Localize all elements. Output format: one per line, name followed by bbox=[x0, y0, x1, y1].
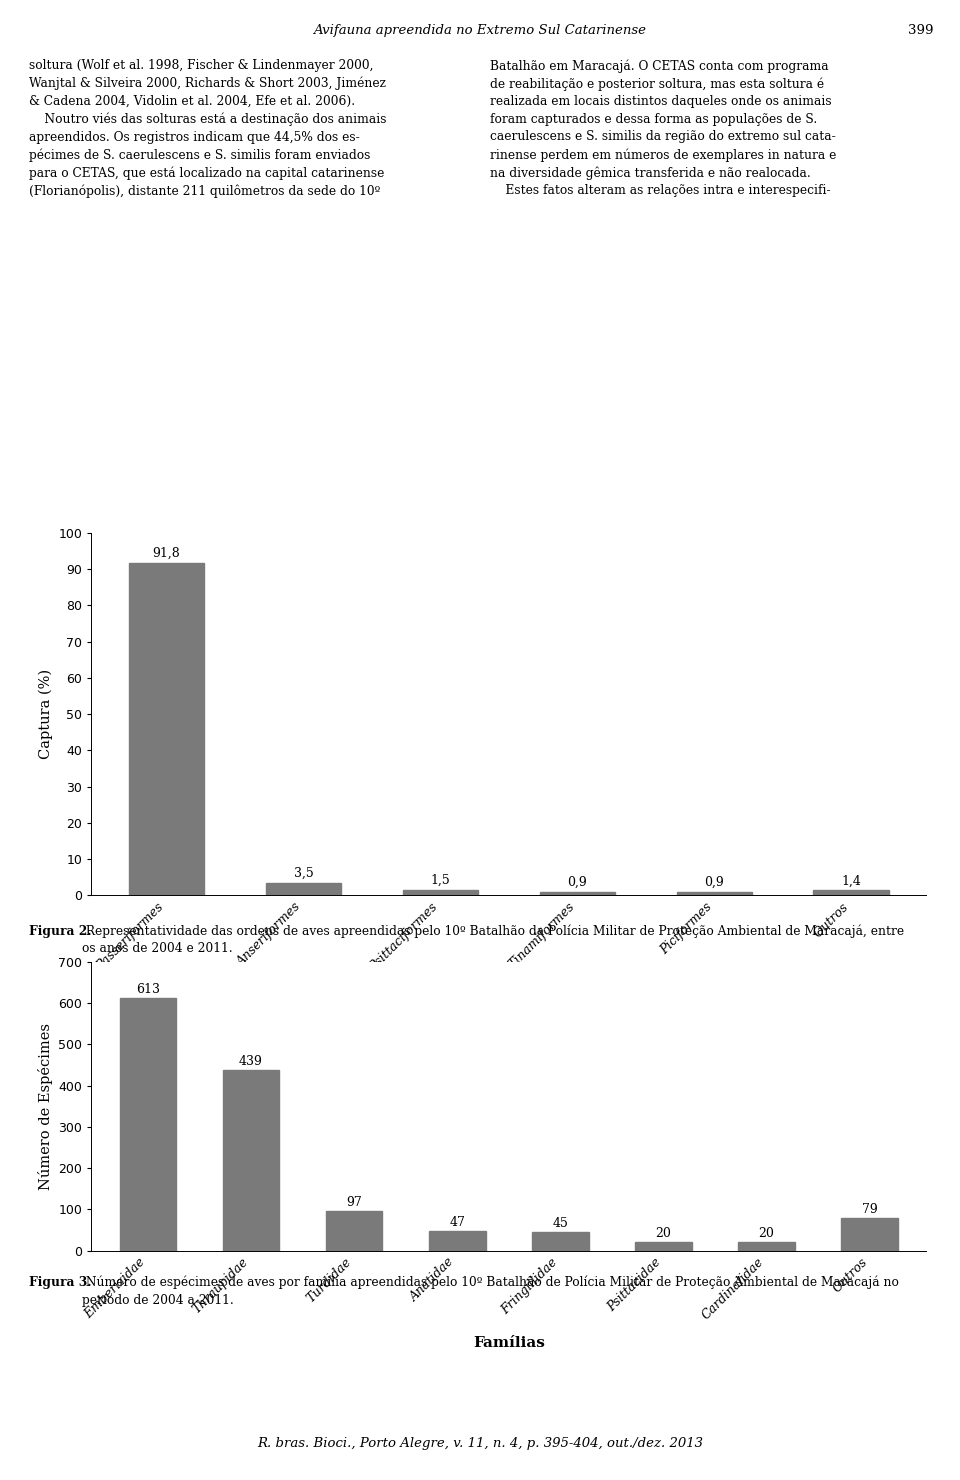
Text: 0,9: 0,9 bbox=[567, 876, 588, 889]
Text: 97: 97 bbox=[347, 1196, 362, 1209]
Bar bbox=[677, 892, 752, 895]
Text: R. bras. Bioci., Porto Alegre, v. 11, n. 4, p. 395-404, out./dez. 2013: R. bras. Bioci., Porto Alegre, v. 11, n.… bbox=[257, 1437, 703, 1450]
Text: Figura 3.: Figura 3. bbox=[29, 1276, 91, 1289]
X-axis label: Ordens: Ordens bbox=[478, 987, 540, 1002]
Bar bbox=[266, 882, 341, 895]
Bar bbox=[841, 1218, 898, 1251]
Text: 20: 20 bbox=[656, 1227, 671, 1240]
Bar bbox=[402, 889, 478, 895]
Bar bbox=[120, 998, 177, 1251]
Bar bbox=[540, 892, 615, 895]
Bar bbox=[223, 1070, 279, 1251]
Bar bbox=[738, 1242, 795, 1251]
Text: 91,8: 91,8 bbox=[153, 546, 180, 559]
Text: soltura (Wolf et al. 1998, Fischer & Lindenmayer 2000,
Wanjtal & Silveira 2000, : soltura (Wolf et al. 1998, Fischer & Lin… bbox=[29, 59, 386, 198]
Text: 47: 47 bbox=[449, 1217, 466, 1230]
Bar bbox=[636, 1242, 692, 1251]
Text: Batalhão em Maracajá. O CETAS conta com programa
de reabilitação e posterior sol: Batalhão em Maracajá. O CETAS conta com … bbox=[490, 59, 836, 197]
Text: Avifauna apreendida no Extremo Sul Catarinense: Avifauna apreendida no Extremo Sul Catar… bbox=[314, 24, 646, 37]
X-axis label: Famílias: Famílias bbox=[473, 1336, 544, 1350]
Bar bbox=[429, 1231, 486, 1251]
Bar bbox=[532, 1231, 588, 1251]
Text: Figura 2.: Figura 2. bbox=[29, 925, 91, 938]
Bar bbox=[813, 891, 889, 895]
Bar bbox=[325, 1211, 382, 1251]
Text: 20: 20 bbox=[758, 1227, 775, 1240]
Text: 45: 45 bbox=[552, 1217, 568, 1230]
Y-axis label: Captura (%): Captura (%) bbox=[38, 669, 53, 759]
Text: 613: 613 bbox=[136, 983, 160, 996]
Text: 0,9: 0,9 bbox=[705, 876, 724, 889]
Text: Representatividade das ordens de aves apreendidas pelo 10º Batalhão da Polícia M: Representatividade das ordens de aves ap… bbox=[82, 925, 903, 956]
Text: 399: 399 bbox=[907, 24, 933, 37]
Text: 439: 439 bbox=[239, 1055, 263, 1067]
Y-axis label: Número de Espécimes: Número de Espécimes bbox=[37, 1023, 53, 1190]
Text: 1,5: 1,5 bbox=[430, 875, 450, 887]
Text: Número de espécimes de aves por família apreendidas pelo 10º Batalhão de Polícia: Número de espécimes de aves por família … bbox=[82, 1276, 899, 1307]
Text: 79: 79 bbox=[862, 1203, 877, 1217]
Bar bbox=[129, 562, 204, 895]
Text: 3,5: 3,5 bbox=[294, 867, 313, 879]
Text: 1,4: 1,4 bbox=[841, 875, 861, 888]
